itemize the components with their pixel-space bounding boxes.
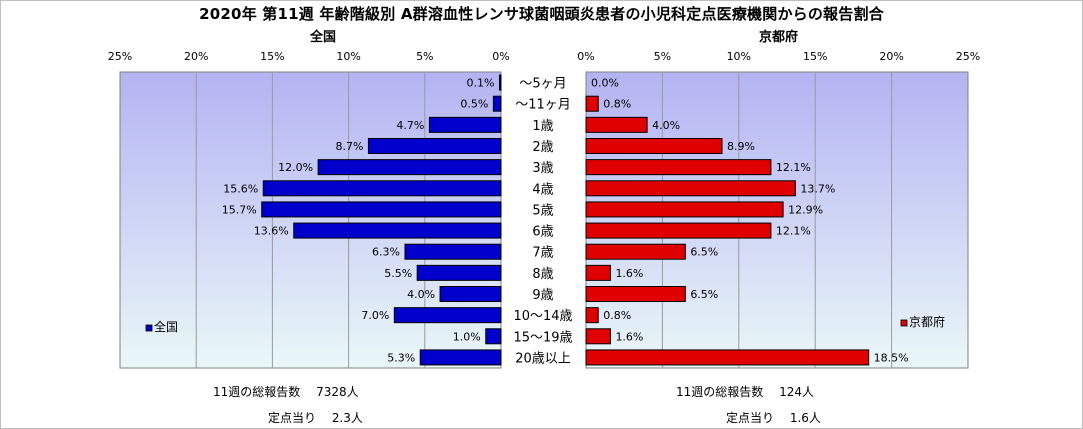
left-data-label: 1.0% xyxy=(453,330,481,343)
right-bar xyxy=(585,328,611,345)
left-bar xyxy=(498,74,502,91)
category-label: 1歳 xyxy=(532,119,553,134)
right-data-label: 12.1% xyxy=(776,225,811,238)
left-data-label: 15.7% xyxy=(222,203,257,216)
left-data-label: 5.3% xyxy=(387,351,415,364)
left-data-label: 13.6% xyxy=(254,225,289,238)
left-bar xyxy=(419,349,502,366)
right-bar xyxy=(585,222,772,239)
category-label: 20歳以上 xyxy=(515,351,571,366)
left-bar xyxy=(404,243,502,260)
left-legend-label: 全国 xyxy=(154,319,178,334)
right-tick-label: 25% xyxy=(956,50,980,63)
right-per-site: 定点当り 1.6人 xyxy=(726,411,821,425)
left-data-label: 12.0% xyxy=(278,161,313,174)
left-bar xyxy=(293,222,502,239)
left-data-label: 4.7% xyxy=(396,119,424,132)
right-tick-label: 10% xyxy=(727,50,751,63)
left-data-label: 8.7% xyxy=(335,140,363,153)
left-tick-label: 15% xyxy=(260,50,284,63)
right-bar xyxy=(585,159,772,176)
category-label: 6歳 xyxy=(532,225,553,240)
right-tick-label: 15% xyxy=(803,50,827,63)
left-total-reports: 11週の総報告数 7328人 xyxy=(213,385,359,399)
left-chart-title: 全国 xyxy=(310,30,337,45)
left-bar xyxy=(261,201,502,218)
right-legend-label: 京都府 xyxy=(909,314,945,329)
left-tick-label: 20% xyxy=(184,50,208,63)
left-tick-label: 0% xyxy=(492,50,509,63)
right-bar xyxy=(585,307,599,324)
right-bar xyxy=(585,180,796,197)
category-label: 7歳 xyxy=(532,246,553,261)
right-data-label: 0.8% xyxy=(603,309,631,322)
category-label: 9歳 xyxy=(532,288,553,303)
left-data-label: 6.3% xyxy=(372,246,400,259)
right-bar xyxy=(585,264,611,281)
right-tick-label: 20% xyxy=(879,50,903,63)
left-data-label: 0.5% xyxy=(460,98,488,111)
left-tick-label: 10% xyxy=(336,50,360,63)
left-per-site: 定点当り 2.3人 xyxy=(268,411,363,425)
category-label: ～11ヶ月 xyxy=(515,98,571,113)
right-data-label: 6.5% xyxy=(690,246,718,259)
category-label: 4歳 xyxy=(532,182,553,197)
chart-title: 2020年 第11週 年齢階級別 A群溶血性レンサ球菌咽頭炎患者の小児科定点医療… xyxy=(199,5,884,23)
left-legend-swatch xyxy=(145,324,153,332)
left-bar xyxy=(428,116,502,133)
right-data-label: 6.5% xyxy=(690,288,718,301)
right-chart-title: 京都府 xyxy=(759,30,799,45)
category-label: 5歳 xyxy=(532,203,553,218)
left-bar xyxy=(393,307,502,324)
left-bar xyxy=(439,286,502,302)
right-data-label: 12.1% xyxy=(776,161,811,174)
left-data-label: 4.0% xyxy=(407,288,435,301)
left-bar xyxy=(485,328,502,345)
left-data-label: 7.0% xyxy=(361,309,389,322)
right-plot-area xyxy=(585,71,969,369)
right-bar xyxy=(585,349,870,366)
right-total-reports: 11週の総報告数 124人 xyxy=(676,385,814,399)
right-bar xyxy=(585,201,784,218)
category-label: 2歳 xyxy=(532,140,553,155)
right-tick-label: 5% xyxy=(654,50,671,63)
left-bar xyxy=(367,138,502,154)
right-legend-swatch xyxy=(900,319,908,327)
right-bar xyxy=(585,286,686,302)
left-tick-label: 5% xyxy=(416,50,433,63)
left-data-label: 15.6% xyxy=(223,182,258,195)
right-tick-label: 0% xyxy=(577,50,594,63)
right-data-label: 13.7% xyxy=(800,182,835,195)
left-data-label: 5.5% xyxy=(384,267,412,280)
left-bar xyxy=(492,95,502,112)
category-label: 15～19歳 xyxy=(513,330,572,345)
left-bar xyxy=(262,180,502,197)
right-data-label: 0.8% xyxy=(603,98,631,111)
left-bar xyxy=(317,159,502,176)
category-label: 3歳 xyxy=(532,161,553,176)
right-bar xyxy=(585,95,599,112)
right-bar xyxy=(585,116,648,133)
right-data-label: 8.9% xyxy=(727,140,755,153)
right-data-label: 18.5% xyxy=(874,351,909,364)
right-data-label: 1.6% xyxy=(615,267,643,280)
left-bar xyxy=(416,264,502,281)
category-label: ～5ヶ月 xyxy=(519,77,566,92)
left-data-label: 0.1% xyxy=(467,77,495,90)
right-data-label: 12.9% xyxy=(788,203,823,216)
category-label: 10～14歳 xyxy=(513,309,572,324)
left-tick-label: 25% xyxy=(108,50,132,63)
right-data-label: 1.6% xyxy=(615,330,643,343)
category-label: 8歳 xyxy=(532,267,553,282)
right-bar xyxy=(585,243,686,260)
right-bar xyxy=(585,138,723,154)
right-data-label: 4.0% xyxy=(652,119,680,132)
right-data-label: 0.0% xyxy=(591,77,619,90)
